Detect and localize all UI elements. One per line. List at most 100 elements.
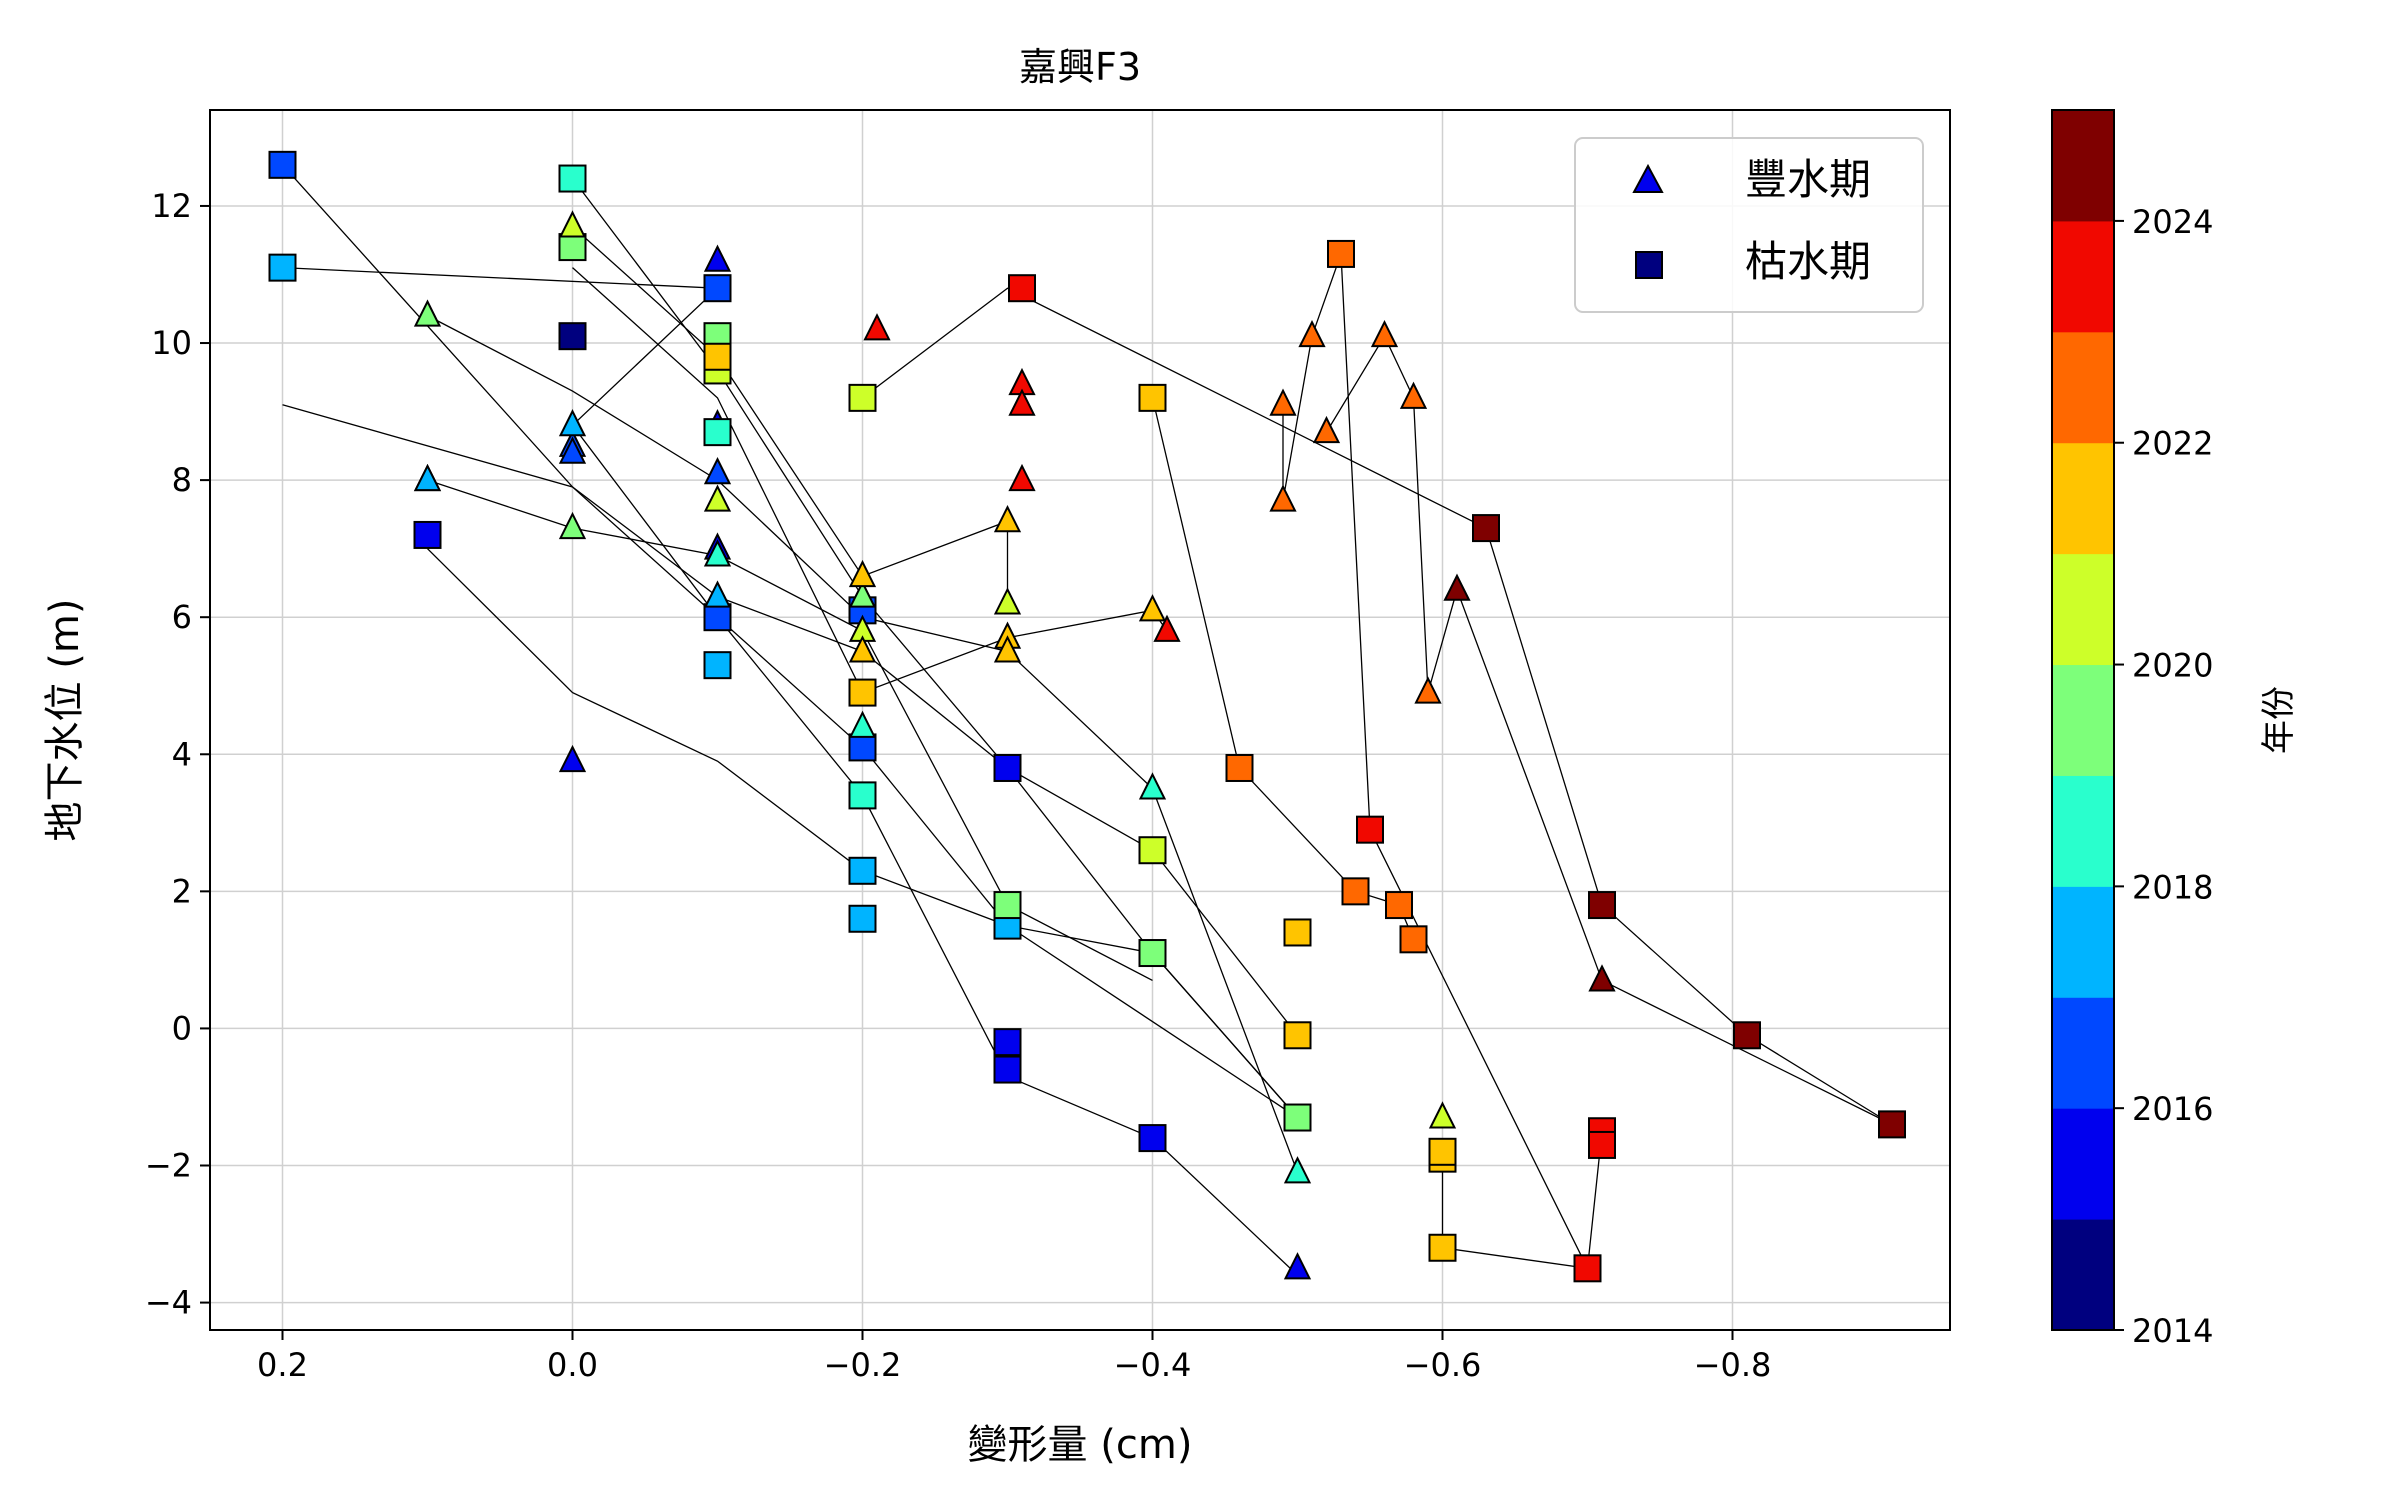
colorbar-segment	[2052, 553, 2114, 666]
data-point-square	[848, 856, 877, 885]
data-point-triangle	[703, 457, 732, 485]
colorbar-segment	[2052, 331, 2114, 444]
chart-title: 嘉興F3	[1019, 45, 1141, 89]
x-axis-label: 變形量 (cm)	[968, 1422, 1193, 1468]
data-point-triangle	[1370, 319, 1399, 348]
data-point-triangle	[558, 436, 587, 464]
colorbar	[2051, 109, 2115, 1331]
x-tick-label: −0.6	[1404, 1346, 1482, 1384]
data-point-square	[1283, 1103, 1312, 1132]
y-tick-label: 10	[151, 324, 192, 362]
colorbar-label: 年份	[2259, 686, 2299, 754]
data-point-square	[558, 322, 587, 351]
data-point-square	[993, 753, 1022, 782]
data-point-square	[1428, 1233, 1457, 1262]
plot-frame	[209, 109, 1951, 1331]
data-point-triangle	[703, 580, 732, 608]
data-point-triangle	[863, 313, 891, 341]
legend-label-wet-season: 豐水期	[1745, 155, 1871, 204]
y-tick-label: 4	[172, 735, 192, 773]
connection-line	[571, 178, 1299, 1036]
data-point-triangle	[1399, 381, 1428, 409]
data-point-square	[1878, 1110, 1906, 1139]
data-point-triangle	[993, 587, 1022, 615]
data-point-triangle	[558, 744, 587, 773]
data-point-triangle	[1138, 772, 1167, 800]
data-point-square	[413, 520, 442, 549]
colorbar-tick-label: 2020	[2132, 647, 2213, 685]
data-point-square	[268, 150, 297, 179]
data-point-square	[993, 1055, 1022, 1084]
y-tick-label: 6	[172, 598, 192, 636]
data-point-triangle	[558, 210, 587, 238]
data-point-square	[268, 253, 297, 282]
connection-line	[427, 479, 1153, 982]
y-tick-label: −2	[145, 1147, 192, 1185]
data-point-square	[703, 418, 732, 447]
data-point-triangle	[1312, 415, 1341, 444]
y-tick-label: −4	[145, 1284, 192, 1322]
colorbar-segment	[2052, 220, 2114, 333]
x-axis-ticks: 0.2 0.0 −0.2 −0.4 −0.6 −0.8	[257, 1330, 1771, 1384]
colorbar-segment	[2052, 664, 2114, 776]
y-tick-label: 2	[172, 872, 192, 910]
data-point-triangle	[558, 511, 587, 540]
data-point-square	[558, 233, 587, 262]
data-point-square	[1138, 939, 1167, 968]
data-point-triangle	[1008, 463, 1036, 492]
data-point-square	[848, 733, 877, 762]
x-tick-label: −0.4	[1114, 1346, 1192, 1384]
data-point-triangle	[1414, 676, 1442, 704]
data-point-square	[1428, 1137, 1457, 1166]
data-point-triangle	[993, 504, 1022, 533]
data-point-square	[1573, 1254, 1602, 1283]
data-point-triangle	[1283, 1252, 1312, 1280]
data-point-triangle	[1443, 573, 1471, 601]
connection-line	[1441, 1131, 1603, 1270]
data-point-square	[1341, 877, 1370, 906]
colorbar-segment	[2052, 997, 2114, 1109]
data-points	[268, 150, 1906, 1283]
y-tick-label: 0	[172, 1009, 192, 1047]
data-point-square	[1356, 815, 1384, 844]
colorbar-ticks: 2014 2016 2018 2020 2022 2024	[2114, 203, 2213, 1350]
data-point-triangle	[848, 559, 877, 588]
data-point-square	[703, 274, 732, 303]
data-point-triangle	[848, 635, 877, 663]
x-tick-label: −0.2	[824, 1346, 902, 1384]
legend-label-dry-season: 枯水期	[1745, 237, 1871, 286]
legend: 豐水期 枯水期	[1574, 137, 1924, 313]
data-point-triangle	[1269, 484, 1297, 512]
data-point-triangle	[1428, 1101, 1457, 1129]
colorbar-segment	[2052, 442, 2114, 555]
data-point-square	[848, 678, 877, 707]
data-point-square	[1588, 1130, 1616, 1159]
data-point-square	[1472, 514, 1500, 543]
colorbar-segment	[2052, 886, 2114, 998]
data-point-triangle	[1153, 614, 1181, 642]
grid-lines	[210, 110, 1950, 1330]
data-point-triangle	[703, 244, 732, 272]
data-point-triangle	[413, 463, 442, 492]
colorbar-tick-label: 2018	[2132, 868, 2213, 906]
y-axis-label: 地下水位 (m)	[42, 599, 88, 842]
data-point-triangle	[1138, 594, 1167, 622]
data-point-square	[1138, 383, 1167, 412]
data-point-triangle	[1283, 1156, 1312, 1184]
y-tick-label: 12	[151, 187, 192, 225]
connection-line	[862, 287, 1893, 1125]
data-point-square	[703, 603, 732, 632]
data-point-square	[703, 342, 732, 371]
data-point-square	[1283, 1021, 1312, 1050]
data-point-triangle	[848, 580, 877, 608]
data-point-triangle	[1269, 388, 1297, 416]
colorbar-tick-label: 2024	[2132, 203, 2213, 241]
data-point-square	[1733, 1021, 1761, 1050]
data-point-triangle	[703, 484, 732, 512]
connection-line	[427, 548, 1298, 1119]
data-point-triangle	[413, 299, 442, 327]
connection-line	[282, 266, 1298, 1276]
x-tick-label: 0.2	[257, 1346, 308, 1384]
